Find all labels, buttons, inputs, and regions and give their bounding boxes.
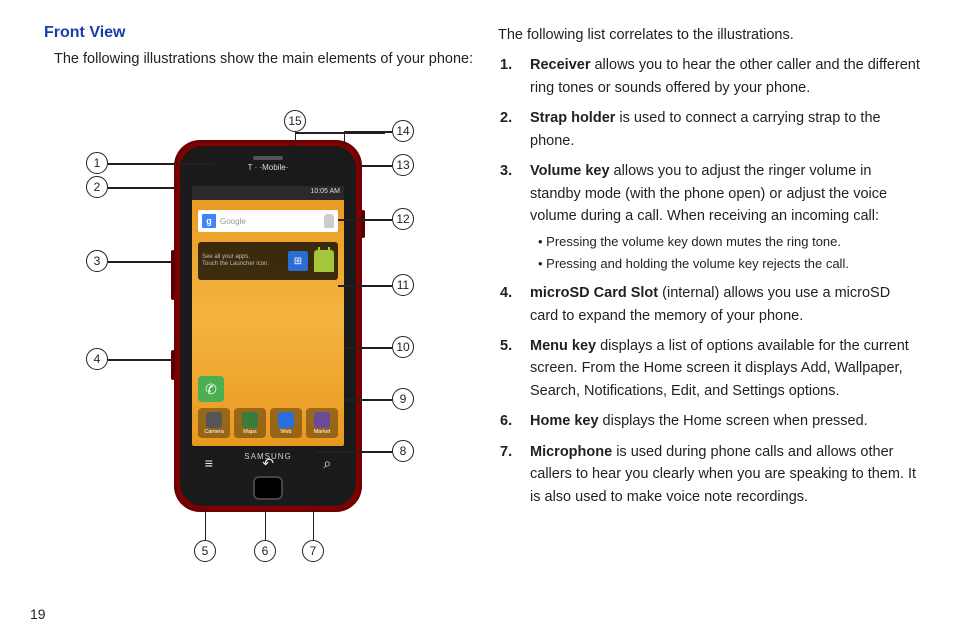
phone-body: T · ·Mobile· 10:05 AM g Google [174,140,362,512]
callout-1: 1 [86,152,108,174]
feature-item: 2.Strap holder is used to connect a carr… [518,107,922,152]
volume-key [171,250,175,300]
feature-number: 7. [500,441,512,463]
earpiece [253,156,283,160]
search-key-icon: ⌕ [323,455,331,472]
leader [205,476,206,540]
right-intro: The following list correlates to the ill… [498,24,922,46]
leader [316,451,392,452]
status-time: 10:05 AM [310,188,340,195]
callout-15: 15 [284,110,306,132]
feature-item: 7.Microphone is used during phone calls … [518,441,922,508]
feature-term: Menu key [530,338,596,354]
leader [344,399,392,400]
page-number: 19 [30,606,46,622]
callout-10: 10 [392,336,414,358]
leader [295,132,296,146]
feature-item: 3.Volume key allows you to adjust the ri… [518,160,922,274]
callout-3: 3 [86,250,108,272]
left-intro: The following illustrations show the mai… [54,48,474,70]
callout-7: 7 [302,540,324,562]
feature-number: 5. [500,335,512,357]
feature-item: 4.microSD Card Slot (internal) allows yo… [518,282,922,327]
dock-app-market: Market [306,408,338,438]
feature-number: 2. [500,107,512,129]
callout-6: 6 [254,540,276,562]
phone-diagram: 1 2 3 4 15 14 13 12 11 10 9 8 [44,80,474,590]
section-title: Front View [44,24,474,42]
feature-sublist: Pressing the volume key down mutes the r… [530,232,922,274]
callout-11: 11 [392,274,414,296]
dock-label: Camera [204,429,224,435]
tips-text: See all your apps. Touch the Launcher ic… [202,254,282,268]
feature-desc: displays the Home screen when pressed. [599,413,868,429]
tips-line2: Touch the Launcher icon. [202,261,282,268]
callout-5: 5 [194,540,216,562]
callout-12: 12 [392,208,414,230]
microsd-slot [171,350,175,380]
dock-label: Web [280,429,291,435]
google-icon: g [202,214,216,228]
feature-subitem: Pressing and holding the volume key reje… [538,254,922,274]
feature-number: 3. [500,160,512,182]
leader [265,510,266,540]
callout-8: 8 [392,440,414,462]
leader [344,131,392,132]
feature-list: 1.Receiver allows you to hear the other … [498,54,922,508]
dock-label: Market [314,429,331,435]
menu-key-icon: ≡ [205,455,213,472]
callout-13: 13 [392,154,414,176]
feature-term: Home key [530,413,599,429]
dock: Camera Maps Web Market [198,408,338,438]
callout-14: 14 [392,120,414,142]
callout-2: 2 [86,176,108,198]
feature-item: 5.Menu key displays a list of options av… [518,335,922,402]
feature-item: 6.Home key displays the Home screen when… [518,410,922,432]
softkeys: ≡ ↶ ⌕ [180,455,356,472]
callout-4: 4 [86,348,108,370]
feature-term: Strap holder [530,110,615,126]
leader [108,261,172,262]
feature-number: 1. [500,54,512,76]
leader [338,285,392,286]
phone-app-icon: ✆ [198,376,224,402]
callout-9: 9 [392,388,414,410]
phone-screen: 10:05 AM g Google See all your apps. Tou… [192,186,344,446]
leader [344,347,392,348]
feature-item: 1.Receiver allows you to hear the other … [518,54,922,99]
feature-term: microSD Card Slot [530,285,658,301]
dock-label: Maps [243,429,256,435]
leader [360,165,392,166]
leader [313,508,314,540]
android-icon [314,250,334,272]
power-key [361,210,365,238]
feature-number: 6. [500,410,512,432]
dock-app-web: Web [270,408,302,438]
feature-number: 4. [500,282,512,304]
feature-term: Volume key [530,163,610,179]
feature-term: Microphone [530,444,612,460]
carrier-label: T · ·Mobile· [248,163,289,172]
back-key-icon: ↶ [262,455,274,472]
feature-subitem: Pressing the volume key down mutes the r… [538,232,922,252]
leader [108,359,172,360]
home-key [253,476,283,500]
launcher-tile-icon: ⊞ [288,251,308,271]
leader [338,219,392,220]
tips-widget: See all your apps. Touch the Launcher ic… [198,242,338,280]
mic-icon [324,214,334,228]
leader [108,163,214,164]
dock-app-maps: Maps [234,408,266,438]
status-bar: 10:05 AM [192,186,344,200]
tips-line1: See all your apps. [202,254,282,261]
leader [344,131,345,147]
dock-app-camera: Camera [198,408,230,438]
search-bar: g Google [198,210,338,232]
feature-term: Receiver [530,57,590,73]
search-placeholder: Google [220,217,246,226]
leader [108,187,178,188]
